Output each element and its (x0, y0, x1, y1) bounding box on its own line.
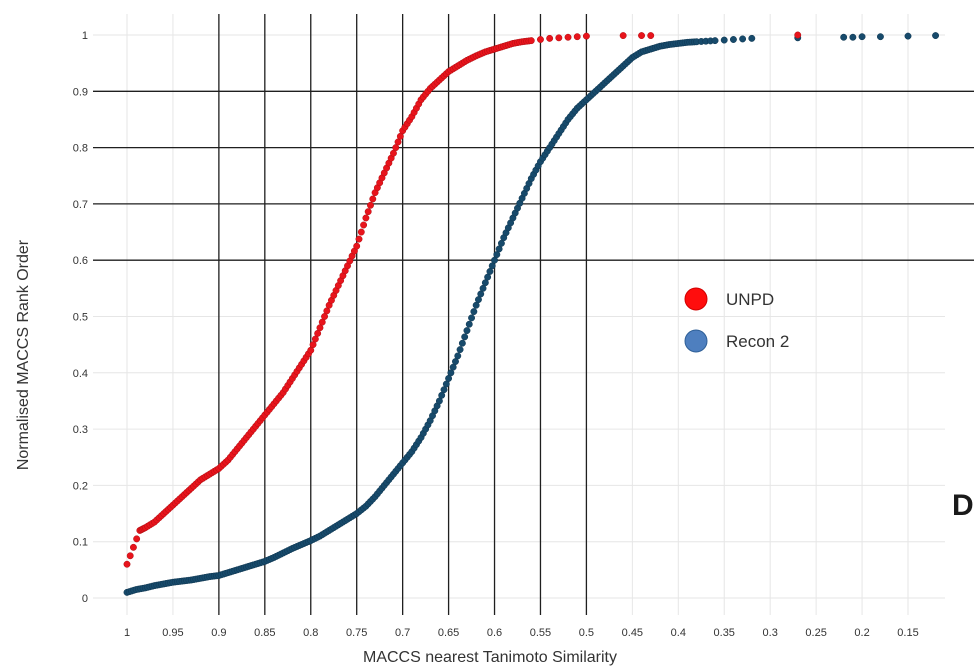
unpd-point (364, 208, 372, 216)
x-tick-labels: 1 0.95 0.9 0.85 0.8 0.75 0.7 0.65 0.6 0.55 0.5 0.45… (124, 627, 919, 639)
x-tick-label: 0.75 (346, 627, 367, 639)
unpd-point (126, 552, 134, 560)
y-axis-title: Normalised MACCS Rank Order (15, 239, 32, 470)
y-tick-label: 0 (82, 593, 88, 605)
x-tick-label: 0.85 (254, 627, 275, 639)
x-tick-label: 0.35 (714, 627, 735, 639)
recon-2-point (468, 314, 476, 322)
unpd-point (794, 31, 802, 39)
recon-2-point (904, 32, 912, 40)
recon-2-point (454, 352, 462, 360)
recon-2-point (729, 36, 737, 43)
unpd-point (638, 32, 645, 40)
unpd-point (362, 214, 370, 222)
unpd-point (369, 195, 377, 203)
x-tick-label: 0.3 (763, 627, 778, 639)
recon-2-point (858, 33, 866, 41)
data-points (123, 31, 940, 596)
legend-label-unpd: UNPD (726, 290, 774, 309)
x-tick-label: 0.4 (671, 627, 686, 639)
recon-2-point (748, 34, 756, 42)
recon-2-point (932, 32, 940, 40)
y-tick-label: 0.7 (73, 199, 88, 211)
y-tick-label: 0.2 (73, 480, 88, 492)
y-tick-label: 0.5 (73, 312, 88, 324)
x-axis-title: MACCS nearest Tanimoto Similarity (363, 649, 617, 666)
x-tick-label: 0.2 (854, 627, 869, 639)
unpd-point (133, 535, 141, 543)
recon-2-point (463, 327, 471, 335)
legend-marker-unpd (684, 287, 708, 311)
y-tick-label: 0.6 (73, 255, 88, 267)
recon-2-point (456, 346, 464, 354)
x-tick-label: 0.9 (211, 627, 226, 639)
y-tick-label: 0.9 (73, 86, 88, 98)
x-tick-label: 0.8 (303, 627, 318, 639)
recon-2-point (720, 36, 728, 44)
recon-2-point (849, 33, 857, 41)
x-tick-label: 0.65 (438, 627, 459, 639)
panel-letter: D (952, 489, 974, 522)
x-tick-label: 0.95 (162, 627, 183, 639)
legend-label-recon-2: Recon 2 (726, 332, 789, 351)
unpd-point (564, 33, 572, 41)
unpd-point (367, 201, 374, 209)
x-tick-label: 0.25 (805, 627, 826, 639)
x-tick-label: 0.55 (530, 627, 551, 639)
unpd-point (357, 228, 365, 236)
recon-2-point (458, 339, 466, 347)
legend: UNPD Recon 2 (684, 287, 789, 353)
x-tick-label: 0.6 (487, 627, 502, 639)
unpd-point (573, 33, 581, 41)
unpd-point (527, 37, 535, 45)
recon-2-point (465, 320, 473, 328)
major-grid (93, 14, 974, 615)
x-tick-label: 1 (124, 627, 130, 639)
x-tick-label: 0.7 (395, 627, 410, 639)
unpd-point (582, 32, 590, 40)
unpd-point (555, 34, 563, 42)
unpd-point (537, 36, 544, 43)
recon-2-point (470, 308, 478, 316)
y-tick-label: 1 (82, 30, 88, 42)
recon-2-point (840, 33, 848, 41)
y-tick-label: 0.1 (73, 537, 88, 549)
y-tick-labels: 0 0.1 0.2 0.3 0.4 0.5 0.6 0.7 0.8 0.9 1 (73, 30, 88, 605)
recon-2-point (739, 35, 747, 43)
y-tick-label: 0.4 (73, 368, 88, 380)
unpd-point (546, 34, 554, 42)
unpd-point (647, 32, 655, 40)
unpd-point (355, 235, 363, 243)
unpd-point (619, 32, 627, 40)
unpd-point (360, 221, 368, 229)
x-tick-label: 0.45 (622, 627, 643, 639)
x-tick-label: 0.5 (579, 627, 594, 639)
unpd-point (123, 560, 131, 568)
y-tick-label: 0.3 (73, 424, 88, 436)
y-tick-label: 0.8 (73, 143, 88, 155)
recon-2-point (876, 33, 884, 41)
unpd-point (353, 242, 361, 250)
x-tick-label: 0.15 (897, 627, 918, 639)
recon-2-point (461, 333, 469, 341)
legend-marker-recon-2 (684, 329, 708, 353)
recon-2-point (711, 37, 719, 45)
unpd-point (129, 543, 137, 551)
